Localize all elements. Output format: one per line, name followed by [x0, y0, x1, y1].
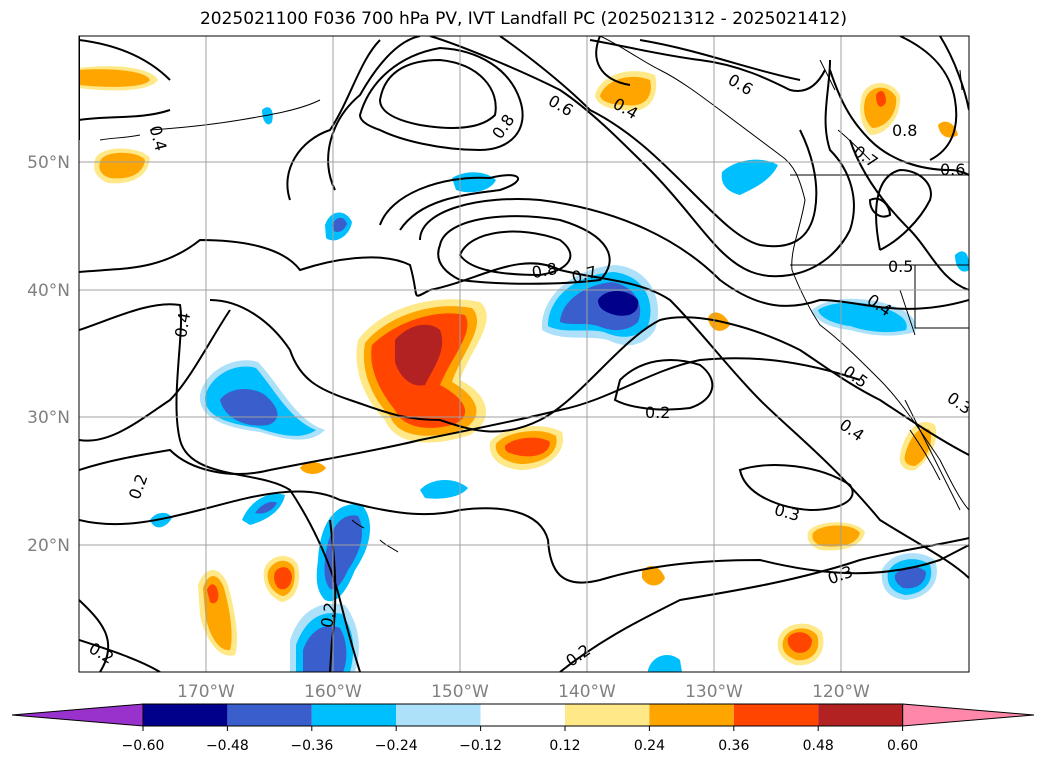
lon-label: 160°W	[304, 682, 362, 702]
latitude-labels: 50°N 40°N 30°N 20°N	[27, 153, 70, 556]
contour-label: 0.6	[940, 160, 965, 179]
lon-label: 150°W	[431, 682, 489, 702]
coastlines	[99, 36, 969, 553]
figure-title: 2025021100 F036 700 hPa PV, IVT Landfall…	[199, 9, 847, 29]
colorbar-segment	[480, 704, 565, 726]
lat-label: 30°N	[27, 408, 70, 428]
contour-label: 0.2	[645, 403, 670, 422]
contour-label: 0.4	[171, 311, 194, 339]
contour-label: 0.8	[530, 259, 558, 282]
lon-label: 120°W	[812, 682, 870, 702]
map-frame	[78, 35, 970, 673]
contour-label: 0.2	[317, 601, 340, 629]
colorbar-tick-label: −0.60	[122, 738, 165, 754]
colorbar-tick-label: 0.12	[549, 738, 580, 754]
lon-label: 140°W	[558, 682, 616, 702]
colorbar-tick-label: 0.60	[887, 738, 918, 754]
colorbar-ticks	[142, 726, 904, 731]
colorbar-tick-label: 0.48	[803, 738, 834, 754]
colorbar-tick-label: 0.36	[718, 738, 749, 754]
colorbar-tick-label: −0.48	[206, 738, 249, 754]
colorbar-extend-low	[11, 703, 144, 727]
colorbar-segment	[396, 704, 481, 726]
shading-layer	[79, 66, 969, 672]
lat-label: 50°N	[27, 153, 70, 173]
colorbar: −0.60 −0.48 −0.36 −0.24 −0.12 0.12 0.24 …	[11, 703, 1035, 754]
map-panel: 0.8 0.6 0.4 0.6 0.8 0.7 0.6 0.4 0.8 0.7 …	[79, 36, 969, 672]
colorbar-segment	[565, 704, 650, 726]
contour-label: 0.8	[892, 121, 917, 140]
colorbar-tick-labels: −0.60 −0.48 −0.36 −0.24 −0.12 0.12 0.24 …	[122, 738, 919, 754]
colorbar-extend-high	[902, 703, 1035, 727]
colorbar-tick-label: 0.24	[634, 738, 665, 754]
colorbar-segment	[733, 704, 819, 726]
colorbar-tick-label: −0.12	[459, 738, 502, 754]
colorbar-segment	[311, 704, 397, 726]
map-gridlines	[79, 36, 969, 672]
lon-label: 170°W	[177, 682, 235, 702]
colorbar-segment	[227, 704, 312, 726]
colorbar-segment	[818, 704, 903, 726]
colorbar-segment	[143, 704, 228, 726]
lon-label: 130°W	[685, 682, 743, 702]
pv-contours	[79, 36, 969, 672]
colorbar-tick-label: −0.36	[290, 738, 333, 754]
longitude-labels: 170°W 160°W 150°W 140°W 130°W 120°W	[177, 682, 870, 702]
colorbar-segment	[649, 704, 734, 726]
colorbar-tick-label: −0.24	[375, 738, 418, 754]
lat-label: 20°N	[27, 536, 70, 556]
contour-label: 0.5	[888, 257, 913, 276]
lat-label: 40°N	[27, 281, 70, 301]
